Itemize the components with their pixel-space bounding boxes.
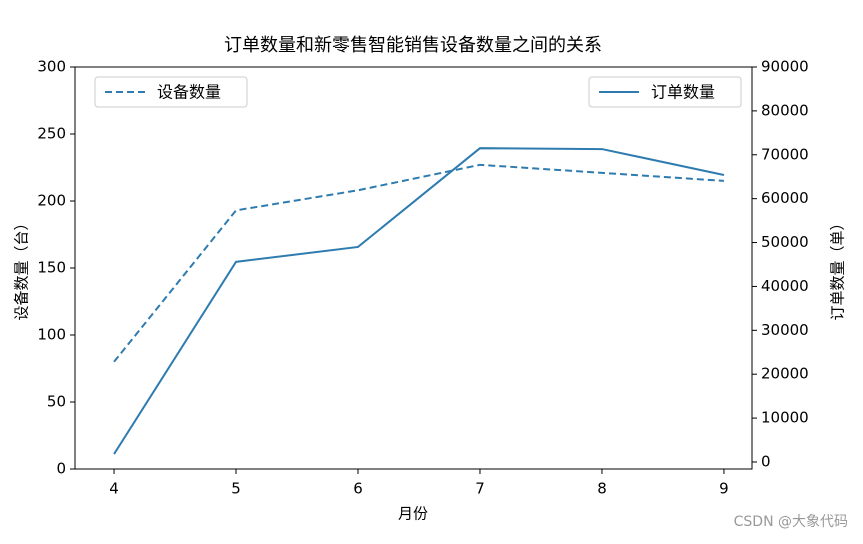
x-tick-label: 5 (231, 480, 241, 498)
series-line (113, 147, 725, 455)
x-axis-label: 月份 (398, 505, 428, 523)
y-tick-label: 300 (37, 58, 66, 76)
series-line (113, 163, 725, 363)
legend-box (94, 76, 248, 108)
y-axis-label: 设备数量（台） (13, 215, 31, 320)
y2-tick-label: 80000 (761, 101, 809, 119)
x-tick-label: 6 (353, 480, 363, 498)
y2-tick-label: 0 (761, 452, 771, 470)
legend-box (588, 76, 742, 108)
y-tick-label: 0 (56, 460, 66, 478)
watermark: CSDN @大象代码 (734, 514, 848, 530)
y-tick-label: 50 (47, 393, 66, 411)
y-tick-label: 100 (37, 326, 66, 344)
x-tick-label: 7 (475, 480, 485, 498)
y2-tick-label: 20000 (761, 365, 809, 383)
chart-title: 订单数量和新零售智能销售设备数量之间的关系 (224, 35, 602, 56)
y2-tick-label: 70000 (761, 145, 809, 163)
y2-tick-label: 90000 (761, 58, 809, 76)
y-tick-label: 250 (37, 125, 66, 143)
y2-tick-label: 30000 (761, 321, 809, 339)
y2-tick-label: 10000 (761, 409, 809, 427)
y-tick-label: 150 (37, 259, 66, 277)
x-tick-label: 4 (109, 480, 119, 498)
y-tick-label: 200 (37, 192, 66, 210)
y2-tick-label: 60000 (761, 189, 809, 207)
y2-axis-label: 订单数量（单） (829, 215, 847, 320)
x-tick-label: 8 (597, 480, 607, 498)
y2-tick-label: 50000 (761, 233, 809, 251)
y2-tick-label: 40000 (761, 277, 809, 295)
x-tick-label: 9 (719, 480, 729, 498)
legend-label: 订单数量 (651, 83, 715, 102)
legend-label: 设备数量 (157, 83, 221, 102)
